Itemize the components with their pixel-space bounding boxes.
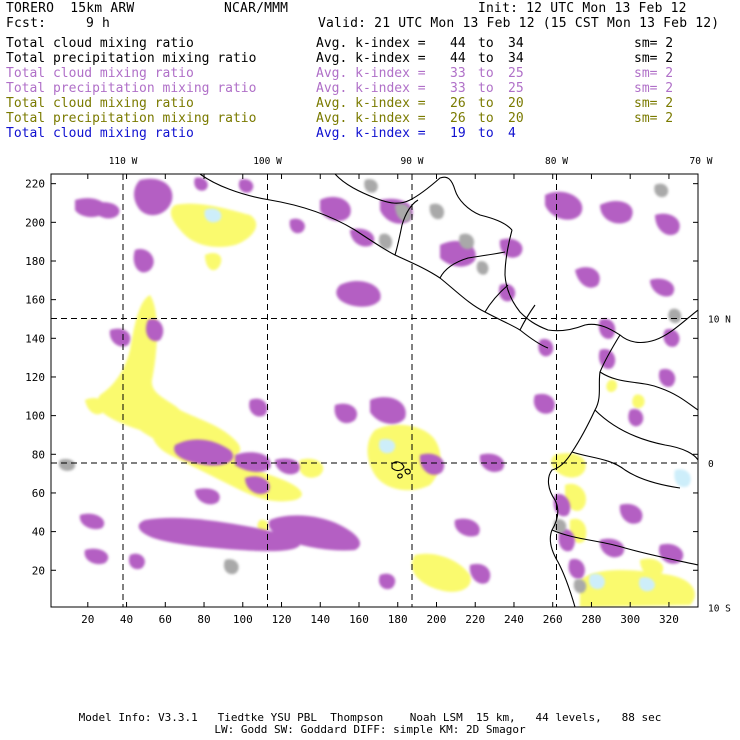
coastlines [199, 174, 698, 607]
legend-field: Total precipitation mixing ratio [6, 81, 257, 96]
legend-kindex-label: Avg. k-index = [316, 96, 426, 111]
x-tick-label: 120 [272, 613, 292, 626]
legend-kindex-from: 44 [450, 36, 466, 51]
legend-smoothing: sm= 2 [634, 51, 674, 66]
legend-kindex-label: Avg. k-index = [316, 81, 426, 96]
x-tick-label: 260 [543, 613, 563, 626]
axis-labels: 110 W 100 W 90 W 80 W 70 W 10 N 0 10 S 20 40 60 80 1… [25, 156, 731, 626]
longitude-label: 70 W [690, 156, 713, 167]
x-tick-label: 20 [81, 613, 94, 626]
latitude-label: 10 N [708, 315, 731, 326]
longitude-label: 80 W [545, 156, 568, 167]
legend-kindex-to: 20 [508, 111, 524, 126]
legend-kindex-from: 44 [450, 51, 466, 66]
legend-field: Total cloud mixing ratio [6, 96, 194, 111]
legend-kindex-from: 19 [450, 126, 466, 141]
x-tick-label: 40 [120, 613, 133, 626]
y-tick-label: 80 [32, 448, 45, 461]
legend-kindex-from: 33 [450, 66, 466, 81]
legend-to: to [478, 36, 494, 51]
legend-field: Total cloud mixing ratio [6, 66, 194, 81]
x-tick-label: 280 [582, 613, 602, 626]
y-tick-label: 220 [25, 178, 45, 191]
precipitation-areas [85, 203, 695, 607]
legend-to: to [478, 126, 494, 141]
legend-kindex-label: Avg. k-index = [316, 66, 426, 81]
y-tick-label: 120 [25, 371, 45, 384]
legend-kindex-to: 25 [508, 66, 524, 81]
x-tick-label: 220 [465, 613, 485, 626]
legend-kindex-from: 26 [450, 96, 466, 111]
legend-kindex-label: Avg. k-index = [316, 51, 426, 66]
latitude-label: 10 S [708, 604, 731, 615]
y-tick-label: 140 [25, 332, 45, 345]
legend-kindex-label: Avg. k-index = [316, 111, 426, 126]
y-tick-label: 60 [32, 487, 45, 500]
y-tick-label: 40 [32, 526, 45, 539]
x-tick-label: 180 [388, 613, 408, 626]
longitude-label: 90 W [401, 156, 424, 167]
legend-kindex-to: 34 [508, 51, 524, 66]
x-tick-label: 240 [504, 613, 524, 626]
valid-time: Valid: 21 UTC Mon 13 Feb 12 (15 CST Mon … [318, 16, 720, 31]
legend-smoothing: sm= 2 [634, 66, 674, 81]
y-tick-label: 100 [25, 410, 45, 423]
init-time: Init: 12 UTC Mon 13 Feb 12 [478, 1, 687, 16]
legend-kindex-to: 4 [508, 126, 516, 141]
longitude-label: 110 W [109, 156, 138, 167]
legend-kindex-from: 33 [450, 81, 466, 96]
legend-field: Total cloud mixing ratio [6, 36, 194, 51]
legend-kindex-label: Avg. k-index = [316, 126, 426, 141]
light-blue-cloud-areas [204, 208, 691, 592]
x-tick-label: 200 [427, 613, 447, 626]
legend-smoothing: sm= 2 [634, 111, 674, 126]
legend-to: to [478, 111, 494, 126]
x-tick-label: 60 [159, 613, 172, 626]
legend-to: to [478, 81, 494, 96]
model-info-line1: Model Info: V3.3.1 Tiedtke YSU PBL Thomp… [78, 711, 662, 724]
lat-lon-gridlines [51, 174, 698, 607]
latitude-label: 0 [708, 459, 714, 470]
legend-smoothing: sm= 2 [634, 36, 674, 51]
cloud-areas [75, 177, 684, 590]
x-tick-label: 320 [659, 613, 679, 626]
y-tick-label: 200 [25, 216, 45, 229]
x-tick-label: 160 [349, 613, 369, 626]
legend-smoothing: sm= 2 [634, 81, 674, 96]
legend-smoothing: sm= 2 [634, 96, 674, 111]
plot-frame [50, 173, 699, 608]
x-tick-label: 80 [197, 613, 210, 626]
legend-kindex-to: 20 [508, 96, 524, 111]
forecast-hours: 9 h [86, 16, 111, 31]
longitude-label: 100 W [253, 156, 282, 167]
x-tick-label: 100 [233, 613, 253, 626]
y-tick-label: 180 [25, 255, 45, 268]
legend-kindex-to: 25 [508, 81, 524, 96]
x-tick-label: 140 [310, 613, 330, 626]
legend-to: to [478, 51, 494, 66]
y-tick-label: 160 [25, 294, 45, 307]
legend-field: Total cloud mixing ratio [6, 126, 194, 141]
organization: NCAR/MMM [224, 1, 289, 16]
legend-kindex-from: 26 [450, 111, 466, 126]
grid-ticks [51, 174, 698, 607]
legend-to: to [478, 96, 494, 111]
legend-to: to [478, 66, 494, 81]
legend-kindex-to: 34 [508, 36, 524, 51]
forecast-label: Fcst: [6, 16, 47, 31]
model-name: TORERO 15km ARW [6, 1, 135, 16]
legend-field: Total precipitation mixing ratio [6, 51, 257, 66]
legend-kindex-label: Avg. k-index = [316, 36, 426, 51]
y-tick-label: 20 [32, 564, 45, 577]
model-info-line2: LW: Godd SW: Goddard DIFF: simple KM: 2D… [214, 723, 526, 736]
legend-field: Total precipitation mixing ratio [6, 111, 257, 126]
x-tick-label: 300 [620, 613, 640, 626]
